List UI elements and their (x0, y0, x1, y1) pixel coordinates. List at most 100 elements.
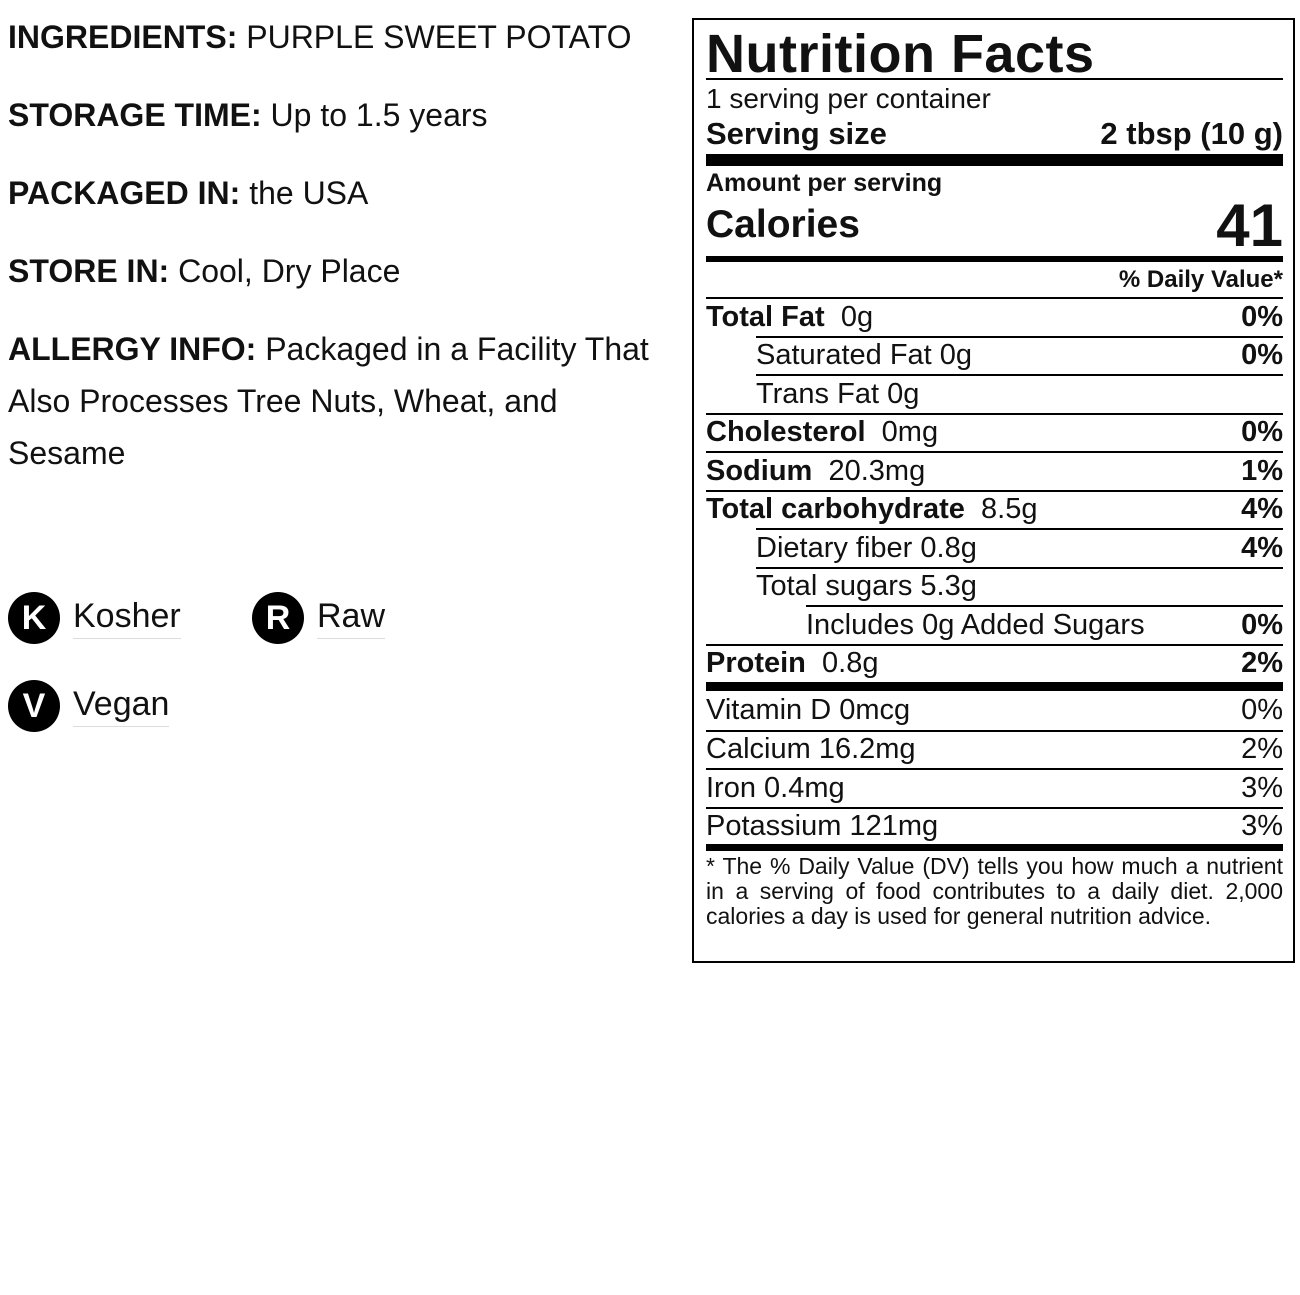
badge-label: Raw (317, 597, 386, 639)
info-list: INGREDIENTS: PURPLE SWEET POTATO STORAGE … (8, 11, 678, 505)
footnote: * The % Daily Value (DV) tells you how m… (706, 853, 1283, 929)
dv-header: % Daily Value* (1118, 266, 1283, 293)
nutrient-dv: 0% (1241, 300, 1283, 333)
vitamin-name: Calcium (706, 733, 811, 765)
nutrient-dv: 4% (1241, 531, 1283, 564)
nutrient-amount: 0g (840, 300, 874, 333)
badge-label: Vegan (73, 685, 170, 727)
nutrient-dv: 0% (1241, 339, 1283, 371)
nutrient-row: Total Fat 0g 0% (706, 297, 1283, 335)
vitamin-row: Calcium 16.2mg 2% (706, 729, 1283, 768)
amount-label: Amount per serving (706, 169, 943, 197)
rule (706, 256, 1283, 262)
badge-icon: V (8, 680, 60, 732)
vitamin-cell: Calcium 16.2mg (706, 733, 916, 766)
badge: R Raw (252, 590, 386, 646)
nutrient-name: Total carbohydrate (706, 493, 965, 525)
nutrient-row: Trans Fat 0g (756, 374, 1283, 412)
nutrient-row: Dietary fiber 0.8g 4% (756, 528, 1283, 566)
serving-size-label: Serving size (706, 116, 887, 151)
info-item: PACKAGED IN: the USA (8, 167, 678, 219)
servings: 1 serving per container (706, 83, 991, 114)
nutrient-dv: 1% (1241, 454, 1283, 487)
nutrient-row: Includes 0g Added Sugars 0% (806, 605, 1283, 643)
nutrient-amount: 0mg (881, 416, 939, 448)
nutrient-name: Trans Fat (756, 377, 880, 410)
nutrient-cell: Sodium 20.3mg (706, 455, 925, 488)
nutrient-row: Total carbohydrate 8.5g 4% (706, 489, 1283, 528)
badge-list: K Kosher R Raw V Vegan (8, 590, 668, 740)
nutrient-amount: 5.3g (920, 570, 977, 602)
nutrient-name: Total sugars (756, 570, 913, 602)
rule (706, 682, 1283, 691)
nutrient-amount: 0g (939, 339, 973, 371)
vitamin-name: Iron (706, 771, 756, 804)
info-text: Packaged in a Facility That Also Process… (8, 331, 649, 471)
nutrient-cell: Saturated Fat 0g (756, 339, 972, 372)
nutrient-row: Sodium 20.3mg 1% (706, 451, 1283, 489)
vitamin-dv: 2% (1241, 733, 1283, 765)
info-label: ALLERGY INFO: (8, 331, 257, 367)
rule (706, 78, 1283, 80)
rule (706, 844, 1283, 851)
nutrient-name: Includes 0g Added Sugars (806, 608, 1145, 641)
info-item: ALLERGY INFO: Packaged in a Facility Tha… (8, 323, 678, 479)
nutrient-row: Total sugars 5.3g (756, 566, 1283, 605)
info-text: PURPLE SWEET POTATO (246, 19, 632, 55)
nutrient-cell: Protein 0.8g (706, 647, 878, 680)
info-item: INGREDIENTS: PURPLE SWEET POTATO (8, 11, 678, 63)
nutrient-cell: Dietary fiber 0.8g (756, 532, 977, 565)
nutrient-cell: Cholesterol 0mg (706, 416, 938, 449)
nutrient-row: Cholesterol 0mg 0% (706, 412, 1283, 451)
vitamin-row: Iron 0.4mg 3% (706, 768, 1283, 806)
nutrient-dv: 2% (1241, 647, 1283, 679)
vitamin-row: Vitamin D 0mcg 0% (706, 691, 1283, 729)
nutrient-amount: 20.3mg (828, 454, 926, 487)
info-label: STORE IN: (8, 253, 170, 289)
nutrient-cell: Trans Fat 0g (756, 378, 919, 411)
info-text: Up to 1.5 years (270, 97, 488, 133)
nutrient-name: Protein (706, 647, 806, 679)
nutrient-amount: 0g (887, 377, 920, 410)
nutrient-name: Sodium (706, 454, 813, 487)
vitamin-amount: 0mcg (839, 693, 911, 726)
badge: V Vegan (8, 678, 170, 734)
vitamin-dv: 0% (1241, 693, 1283, 726)
vitamin-dv: 3% (1241, 810, 1283, 842)
badge-label: Kosher (73, 597, 181, 639)
vitamin-cell: Iron 0.4mg (706, 772, 845, 805)
info-text: Cool, Dry Place (178, 253, 401, 289)
nutrient-row: Protein 0.8g 2% (706, 643, 1283, 682)
badge: K Kosher (8, 590, 181, 646)
info-label: INGREDIENTS: (8, 19, 238, 55)
nutrient-row: Saturated Fat 0g 0% (756, 335, 1283, 374)
nutrient-amount: 0.8g (822, 647, 879, 679)
vitamin-name: Vitamin D (706, 693, 832, 726)
nutrient-cell: Total sugars 5.3g (756, 570, 977, 603)
nutrient-cell: Total carbohydrate 8.5g (706, 493, 1037, 526)
nutrient-name: Total Fat (706, 300, 825, 333)
vitamin-amount: 0.4mg (764, 771, 845, 804)
vitamin-cell: Potassium 121mg (706, 810, 938, 843)
vitamin-name: Potassium (706, 810, 842, 842)
nutrient-amount: 0.8g (920, 531, 977, 564)
nutrient-dv: 4% (1241, 493, 1283, 525)
nutrient-dv: 0% (1241, 416, 1283, 448)
vitamin-dv: 3% (1241, 771, 1283, 804)
nutrient-cell: Total Fat 0g (706, 301, 873, 334)
serving-size-value: 2 tbsp (10 g) (1100, 116, 1283, 151)
vitamin-amount: 16.2mg (818, 733, 916, 765)
info-item: STORE IN: Cool, Dry Place (8, 245, 678, 297)
nf-title: Nutrition Facts (706, 24, 1095, 84)
nutrition-label: Nutrition Facts 1 serving per container … (692, 18, 1295, 963)
rule (706, 154, 1283, 166)
calories-value: 41 (1216, 191, 1283, 259)
badge-icon: K (8, 592, 60, 644)
info-item: STORAGE TIME: Up to 1.5 years (8, 89, 678, 141)
nutrient-name: Cholesterol (706, 416, 866, 448)
vitamin-row: Potassium 121mg 3% (706, 806, 1283, 845)
info-label: STORAGE TIME: (8, 97, 262, 133)
vitamin-cell: Vitamin D 0mcg (706, 694, 910, 727)
badge-icon: R (252, 592, 304, 644)
